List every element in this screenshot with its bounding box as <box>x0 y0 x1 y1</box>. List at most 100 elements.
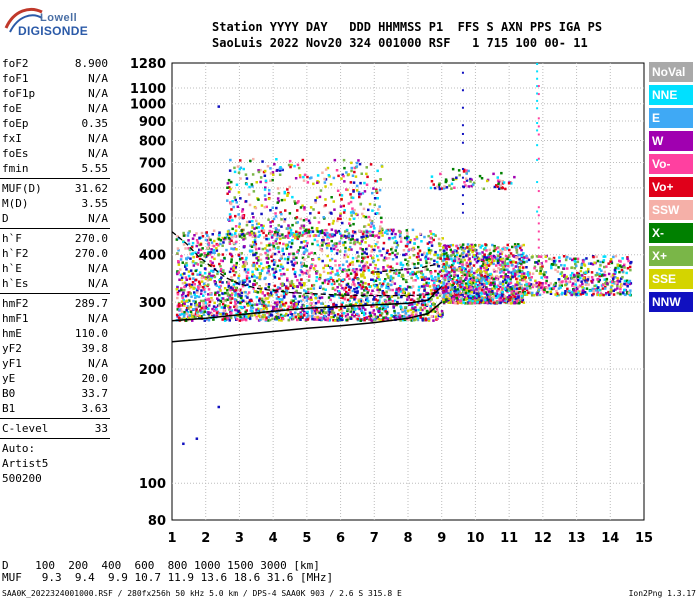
echo-point <box>442 246 445 249</box>
echo-point <box>480 283 484 286</box>
x-tick-label: 8 <box>403 531 412 546</box>
echo-point <box>183 304 186 307</box>
echo-point <box>255 317 259 320</box>
echo-point <box>449 274 453 277</box>
echo-point <box>387 257 391 260</box>
echo-point <box>299 206 303 209</box>
y-tick-label: 300 <box>139 296 166 311</box>
echo-point <box>235 261 238 265</box>
echo-point <box>402 277 405 281</box>
echo-point <box>453 259 457 263</box>
echo-point <box>472 245 475 248</box>
echo-point <box>233 289 236 292</box>
echo-point <box>179 304 182 307</box>
echo-point <box>502 265 505 269</box>
y-tick-label: 600 <box>139 182 166 197</box>
echo-point <box>359 192 362 196</box>
echo-point <box>475 295 478 298</box>
echo-point <box>383 258 386 262</box>
echo-point <box>300 265 304 268</box>
echo-point <box>490 276 493 280</box>
echo-point <box>395 241 399 244</box>
echo-point <box>310 291 313 295</box>
echo-point <box>511 245 514 249</box>
echo-point <box>518 291 521 294</box>
echo-point <box>338 283 341 286</box>
echo-point <box>271 171 275 174</box>
echo-point <box>308 274 311 277</box>
echo-point <box>284 301 288 305</box>
echo-point <box>351 263 355 266</box>
echo-point <box>282 272 286 276</box>
echo-point <box>469 273 473 277</box>
echo-point <box>272 241 275 245</box>
echo-point <box>429 186 433 190</box>
echo-point <box>451 167 455 171</box>
echo-point <box>190 283 194 287</box>
echo-point <box>360 273 363 276</box>
echo-point <box>281 236 285 239</box>
echo-point <box>347 268 351 272</box>
echo-point <box>438 313 442 316</box>
echo-point <box>343 268 346 271</box>
echo-point <box>467 250 470 253</box>
echo-point <box>237 292 240 296</box>
echo-point <box>483 253 486 256</box>
echo-point <box>197 295 201 299</box>
echo-point <box>474 276 478 279</box>
echo-point <box>496 289 499 293</box>
echo-point <box>473 289 476 292</box>
echo-point <box>439 255 442 259</box>
echo-point <box>514 246 518 249</box>
echo-point <box>543 275 547 279</box>
echo-point <box>333 314 337 317</box>
echo-point <box>405 245 409 248</box>
echo-point <box>316 180 319 183</box>
echo-point <box>373 244 377 248</box>
echo-point <box>469 262 472 265</box>
echo-point <box>209 275 212 278</box>
echo-point <box>368 230 372 233</box>
echo-point <box>176 247 180 250</box>
echo-point <box>241 232 245 236</box>
echo-point <box>283 218 287 221</box>
echo-point <box>577 293 580 297</box>
echo-point <box>300 233 303 237</box>
echo-point <box>541 286 544 290</box>
x-tick-label: 6 <box>336 531 345 546</box>
echo-point <box>356 312 359 316</box>
echo-point <box>510 287 513 290</box>
echo-point <box>558 256 561 259</box>
echo-point <box>325 264 328 267</box>
echo-point <box>256 268 260 271</box>
echo-point <box>301 158 305 162</box>
echo-point <box>371 311 374 315</box>
echo-point <box>291 314 294 318</box>
echo-point <box>237 301 240 304</box>
echo-point <box>254 303 257 306</box>
echo-point <box>442 269 445 273</box>
echo-point <box>351 260 354 264</box>
echo-point <box>209 291 212 295</box>
echo-point <box>499 298 503 302</box>
echo-point <box>470 243 473 247</box>
echo-point <box>313 309 317 313</box>
echo-point <box>380 220 383 224</box>
echo-point <box>506 285 510 289</box>
echo-point <box>453 270 456 274</box>
echo-point <box>501 287 504 291</box>
echo-point <box>189 292 192 295</box>
echo-point <box>238 216 242 219</box>
echo-point <box>291 317 295 321</box>
echo-point <box>208 271 211 274</box>
echo-point <box>210 269 213 273</box>
echo-point <box>610 284 614 288</box>
echo-point <box>406 240 410 244</box>
echo-point <box>333 233 337 237</box>
echo-point <box>245 270 248 274</box>
echo-point <box>349 303 353 306</box>
echo-point <box>359 302 363 306</box>
echo-point <box>444 180 448 184</box>
echo-point <box>497 250 500 254</box>
echo-point <box>185 261 188 265</box>
